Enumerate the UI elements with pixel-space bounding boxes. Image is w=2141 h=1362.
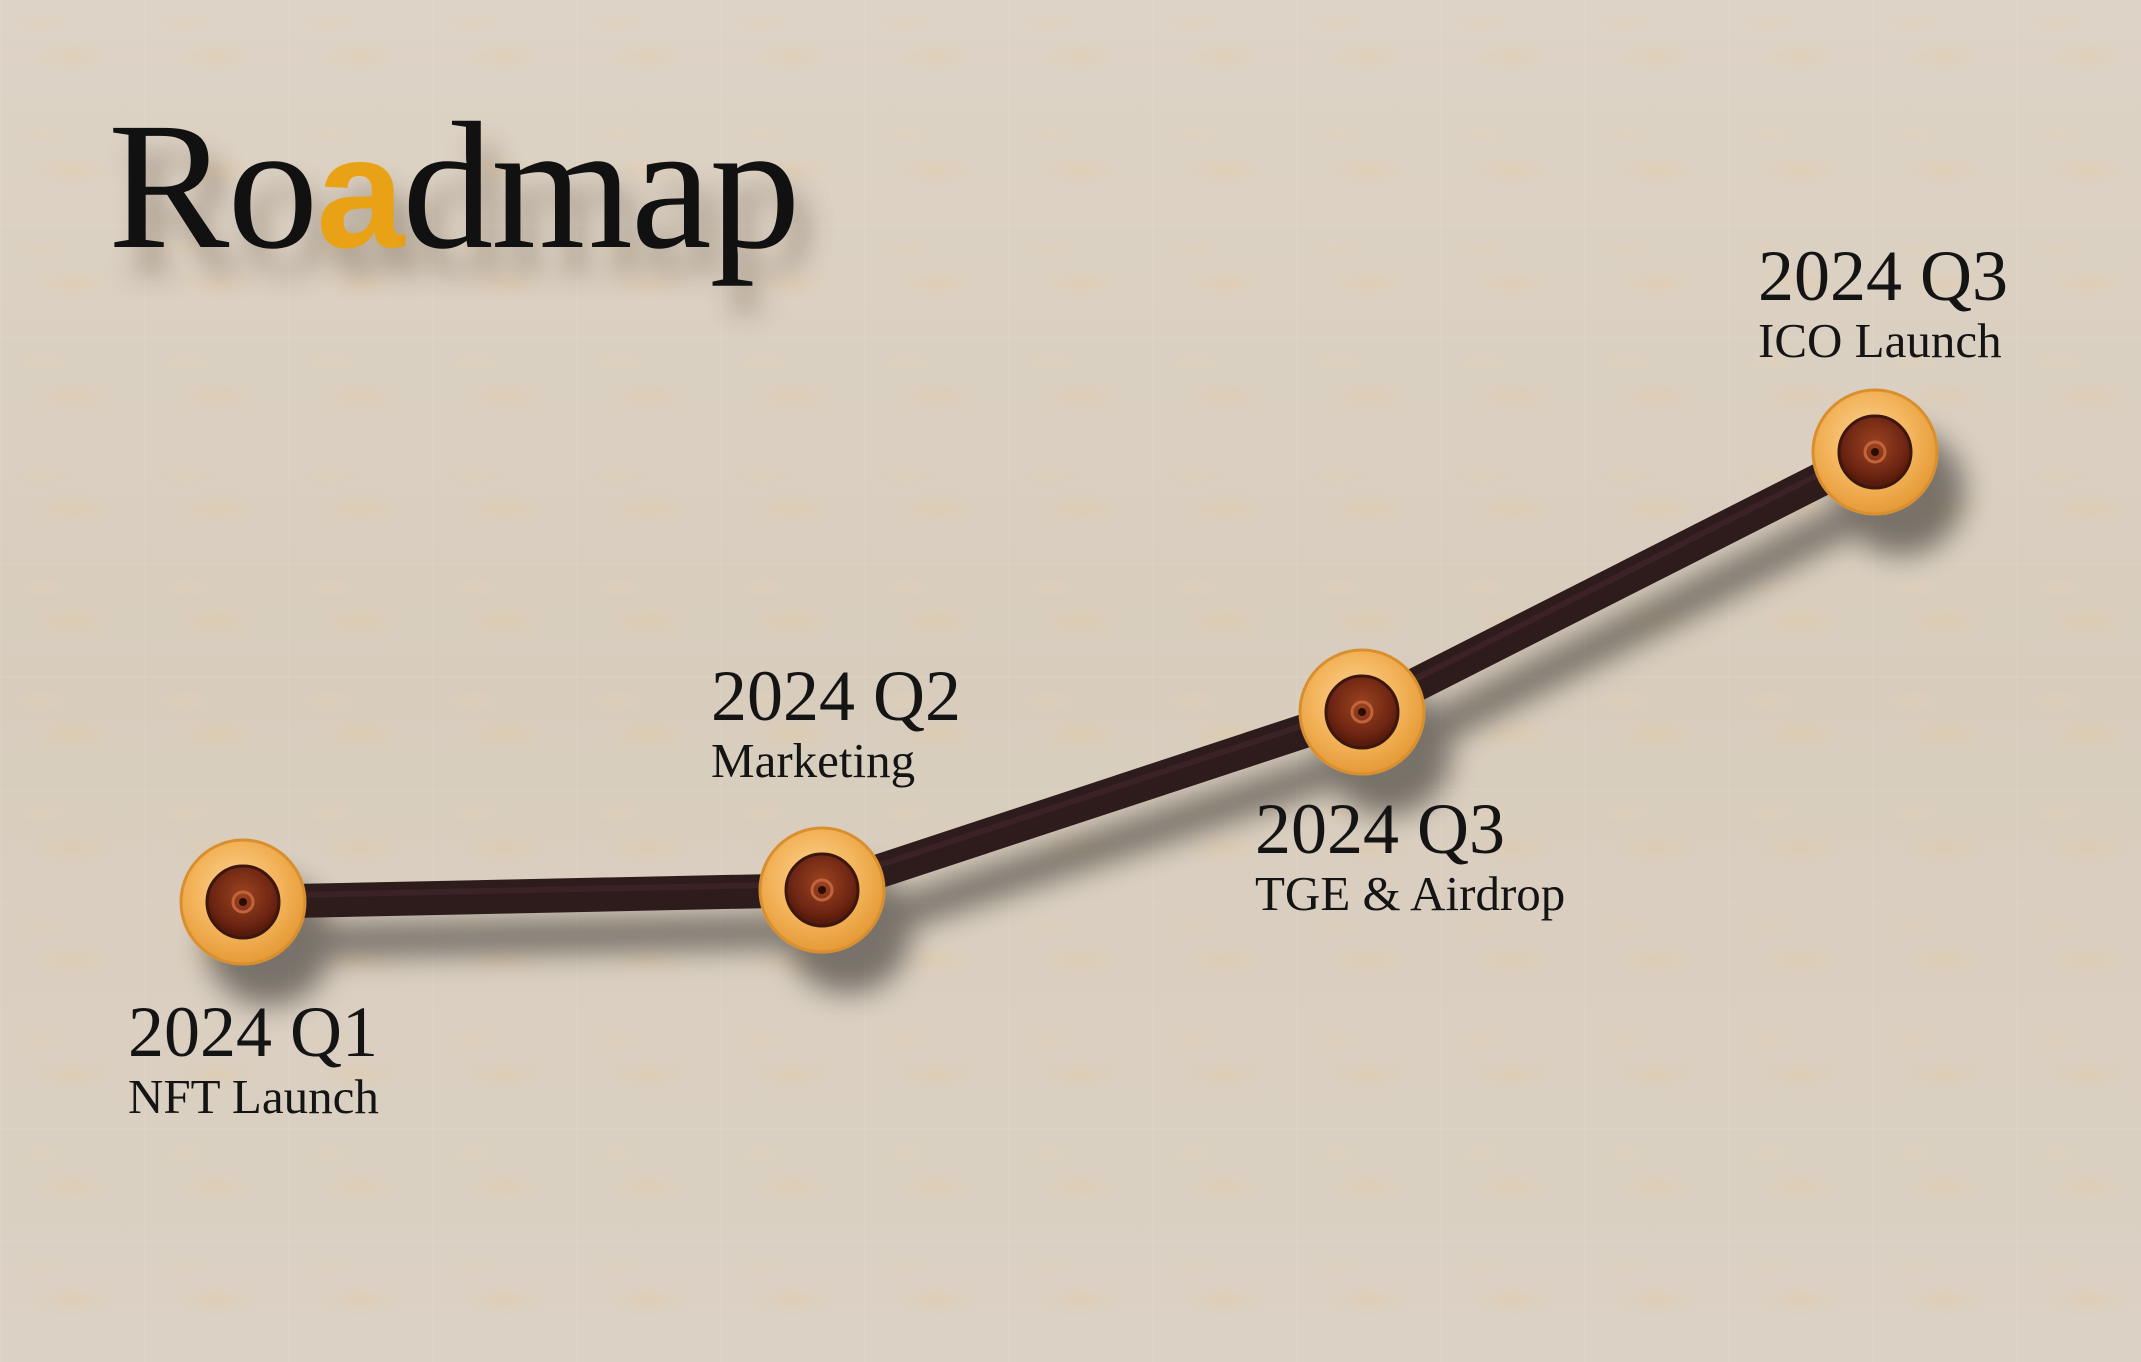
milestone-label-q2: 2024 Q2 Marketing	[711, 660, 961, 785]
milestone-period: 2024 Q3	[1255, 789, 1505, 869]
page-title: Roadmap	[108, 96, 801, 281]
milestone-description: Marketing	[711, 733, 916, 788]
milestone-node-icon	[179, 838, 307, 966]
title-accent-letter: a	[316, 105, 404, 281]
milestone-node-icon	[1298, 648, 1426, 776]
roadmap-path-group	[179, 388, 1939, 966]
milestone-node-icon	[1811, 388, 1939, 516]
milestone-period: 2024 Q3	[1758, 236, 2008, 316]
roadmap-path	[226, 435, 1892, 919]
milestone-description: NFT Launch	[128, 1069, 379, 1124]
milestone-period: 2024 Q2	[711, 656, 961, 736]
milestone-label-q3-ico: 2024 Q3 ICO Launch	[1758, 240, 2008, 365]
title-prefix: Ro	[108, 86, 318, 287]
milestone-label-q1: 2024 Q1 NFT Launch	[128, 996, 379, 1121]
roadmap-path-highlight	[240, 443, 1878, 899]
milestone-label-q3-tge: 2024 Q3 TGE & Airdrop	[1255, 793, 1565, 918]
milestone-node-icon	[758, 826, 886, 954]
milestone-description: ICO Launch	[1758, 313, 2002, 368]
title-suffix: dmap	[402, 86, 800, 287]
milestone-period: 2024 Q1	[128, 992, 378, 1072]
milestone-description: TGE & Airdrop	[1255, 866, 1566, 921]
